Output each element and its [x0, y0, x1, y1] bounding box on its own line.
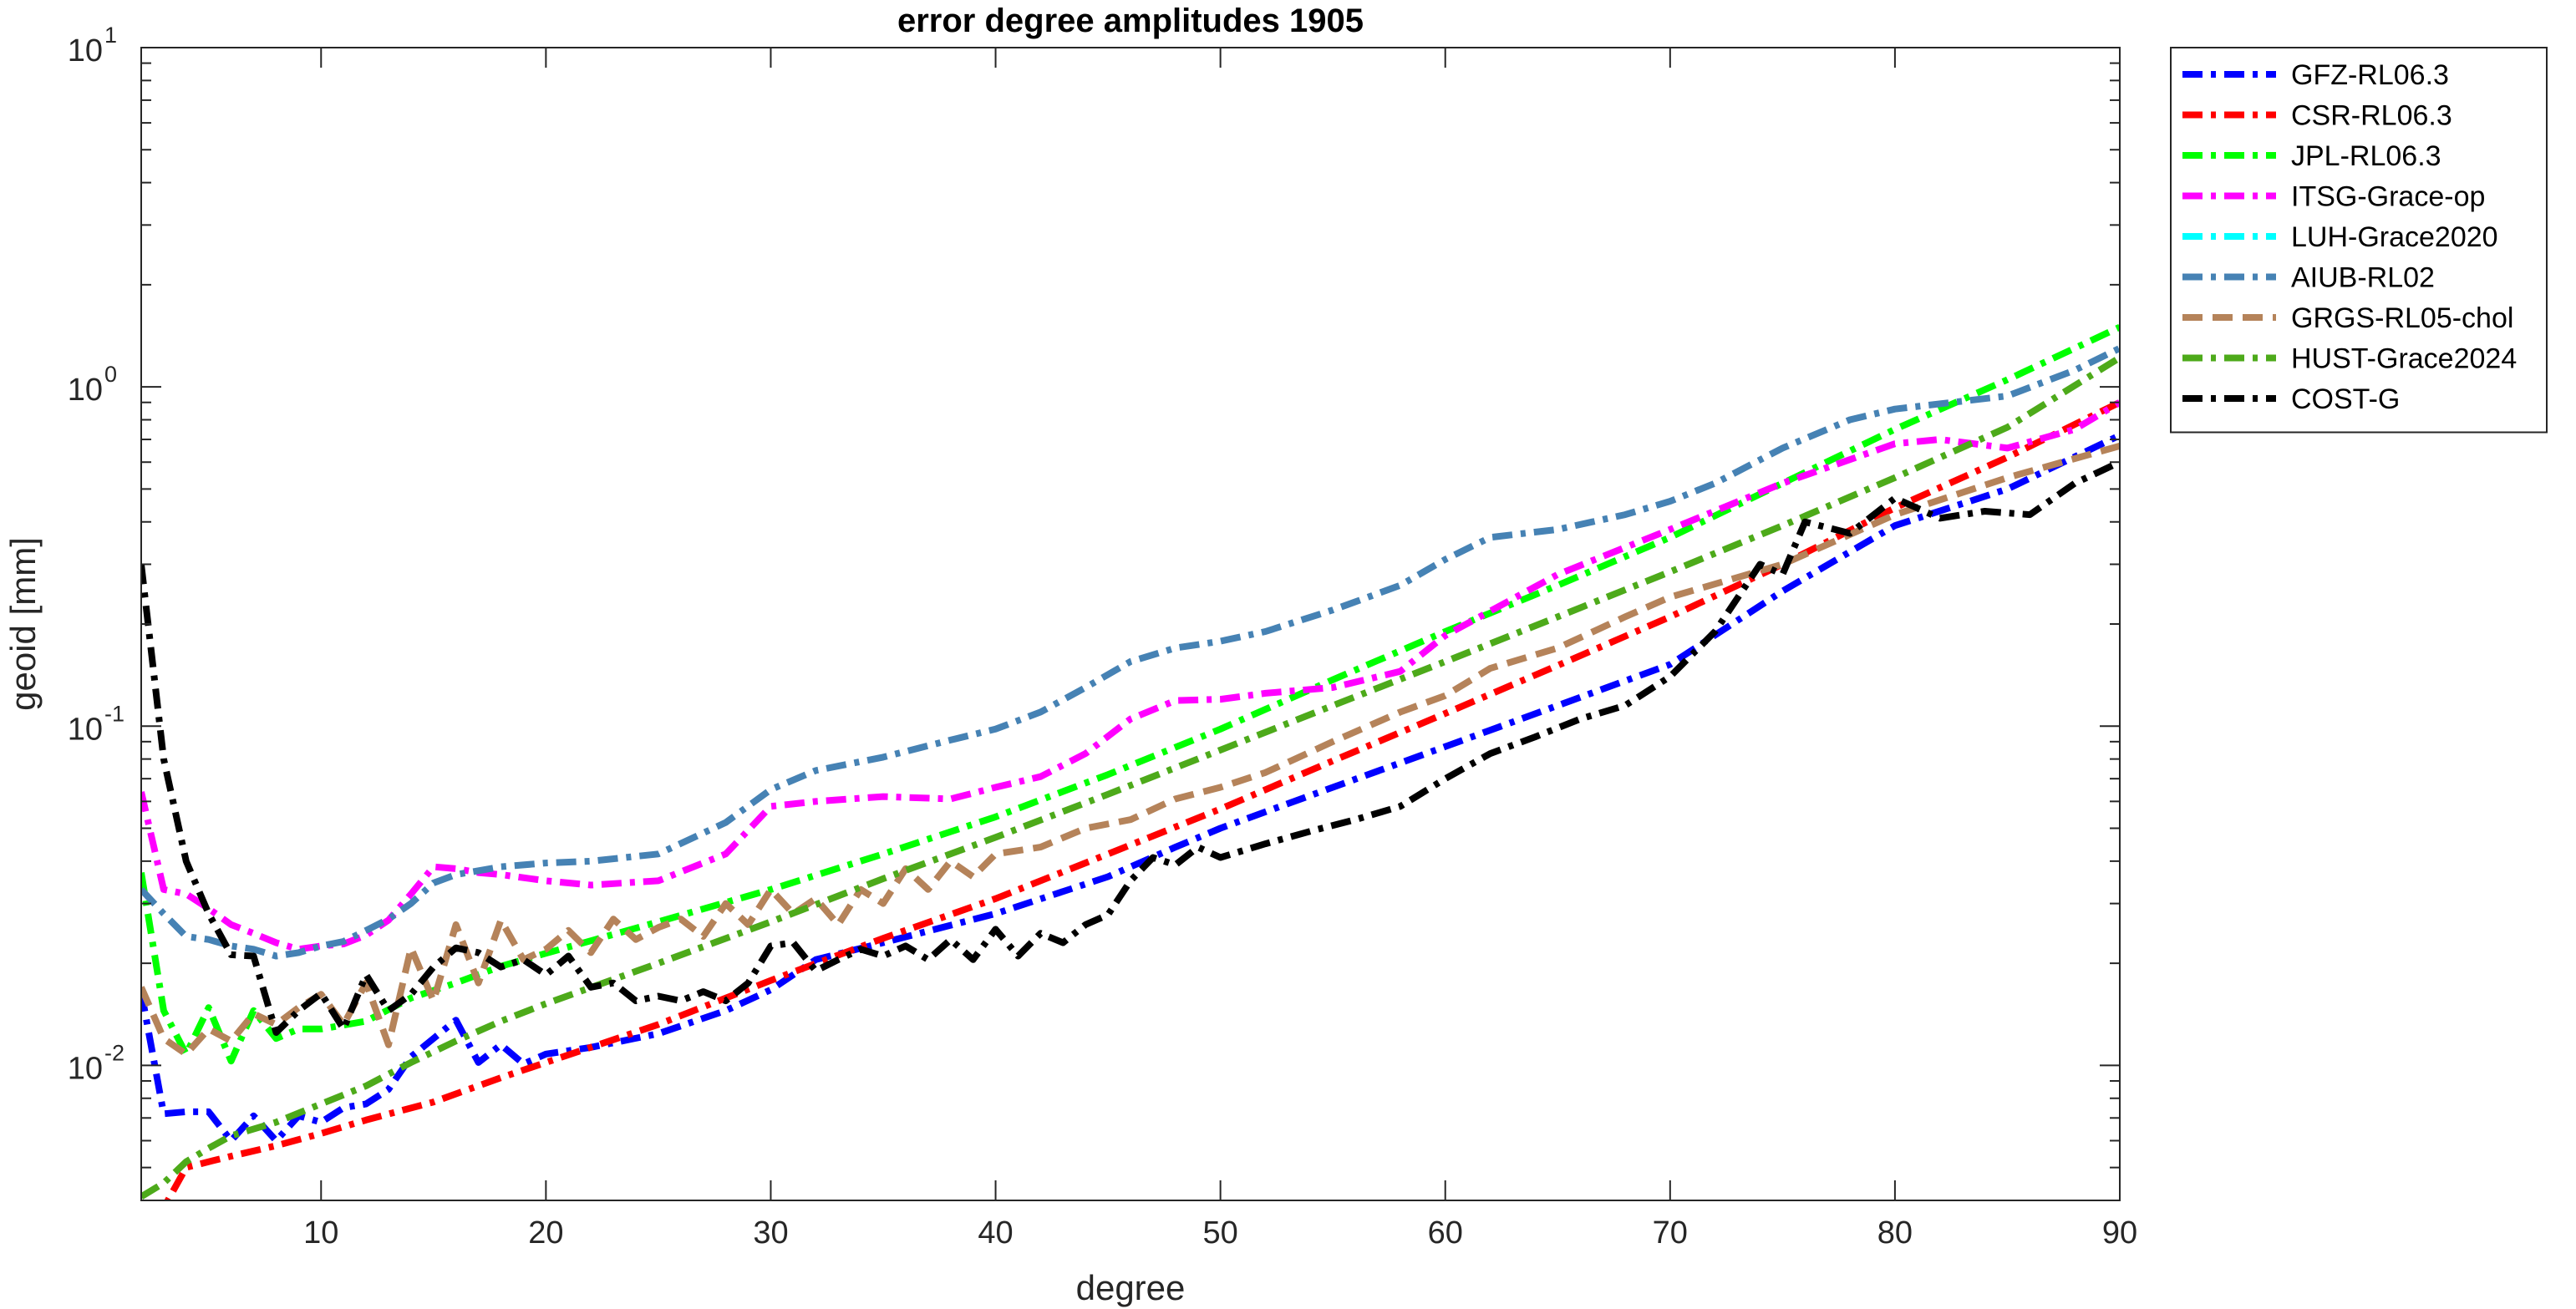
y-tick-label: 10: [68, 33, 103, 68]
x-tick-label: 80: [1877, 1215, 1913, 1251]
legend-label-aiub-rl02: AIUB-RL02: [2291, 262, 2435, 294]
legend-label-gfz-rl06-3: GFZ-RL06.3: [2291, 59, 2449, 91]
y-tick-label-exponent: 1: [104, 23, 117, 48]
legend-label-luh-grace2020: LUH-Grace2020: [2291, 221, 2498, 253]
y-tick-label: 10: [68, 1051, 103, 1086]
series-line-grgs-rl05-chol: [141, 442, 2120, 1058]
x-tick-label: 40: [978, 1215, 1013, 1251]
x-tick-label: 10: [303, 1215, 338, 1251]
series-layer: [141, 323, 2120, 1200]
x-tick-label: 90: [2102, 1215, 2137, 1251]
legend-label-csr-rl06-3: CSR-RL06.3: [2291, 100, 2452, 132]
x-tick-label: 20: [528, 1215, 563, 1251]
legend: GFZ-RL06.3 CSR-RL06.3 JPL-RL06.3 ITSG-Grace…: [2170, 47, 2548, 434]
x-tick-label: 70: [1653, 1215, 1688, 1251]
legend-label-itsg-grace-op: ITSG-Grace-op: [2291, 181, 2485, 213]
y-tick-label-exponent: 0: [104, 362, 117, 387]
y-axis-title: geoid [mm]: [3, 537, 43, 711]
series-line-aiub-rl02: [141, 345, 2120, 960]
chart-title: error degree amplitudes 1905: [897, 3, 1364, 39]
x-tick-label: 30: [753, 1215, 788, 1251]
y-tick-label-exponent: -2: [104, 1040, 124, 1065]
series-line-gfz-rl06-3: [141, 432, 2120, 1144]
x-tick-label: 50: [1202, 1215, 1237, 1251]
x-tick-label: 60: [1428, 1215, 1463, 1251]
legend-label-grgs-rl05-chol: GRGS-RL05-chol: [2291, 302, 2513, 334]
series-line-csr-rl06-3: [164, 399, 2120, 1200]
legend-label-hust-grace2024: HUST-Grace2024: [2291, 343, 2517, 375]
legend-label-jpl-rl06-3: JPL-RL06.3: [2291, 140, 2441, 172]
y-tick-label-exponent: -1: [104, 701, 124, 726]
series-line-cost-g: [141, 459, 2120, 1036]
series-line-hust-grace2024: [141, 354, 2120, 1200]
legend-label-cost-g: COST-G: [2291, 383, 2400, 415]
ticks-layer: [141, 47, 2121, 1201]
x-axis-title: degree: [1076, 1268, 1186, 1307]
y-tick-label: 10: [68, 373, 103, 408]
y-tick-label: 10: [68, 712, 103, 747]
